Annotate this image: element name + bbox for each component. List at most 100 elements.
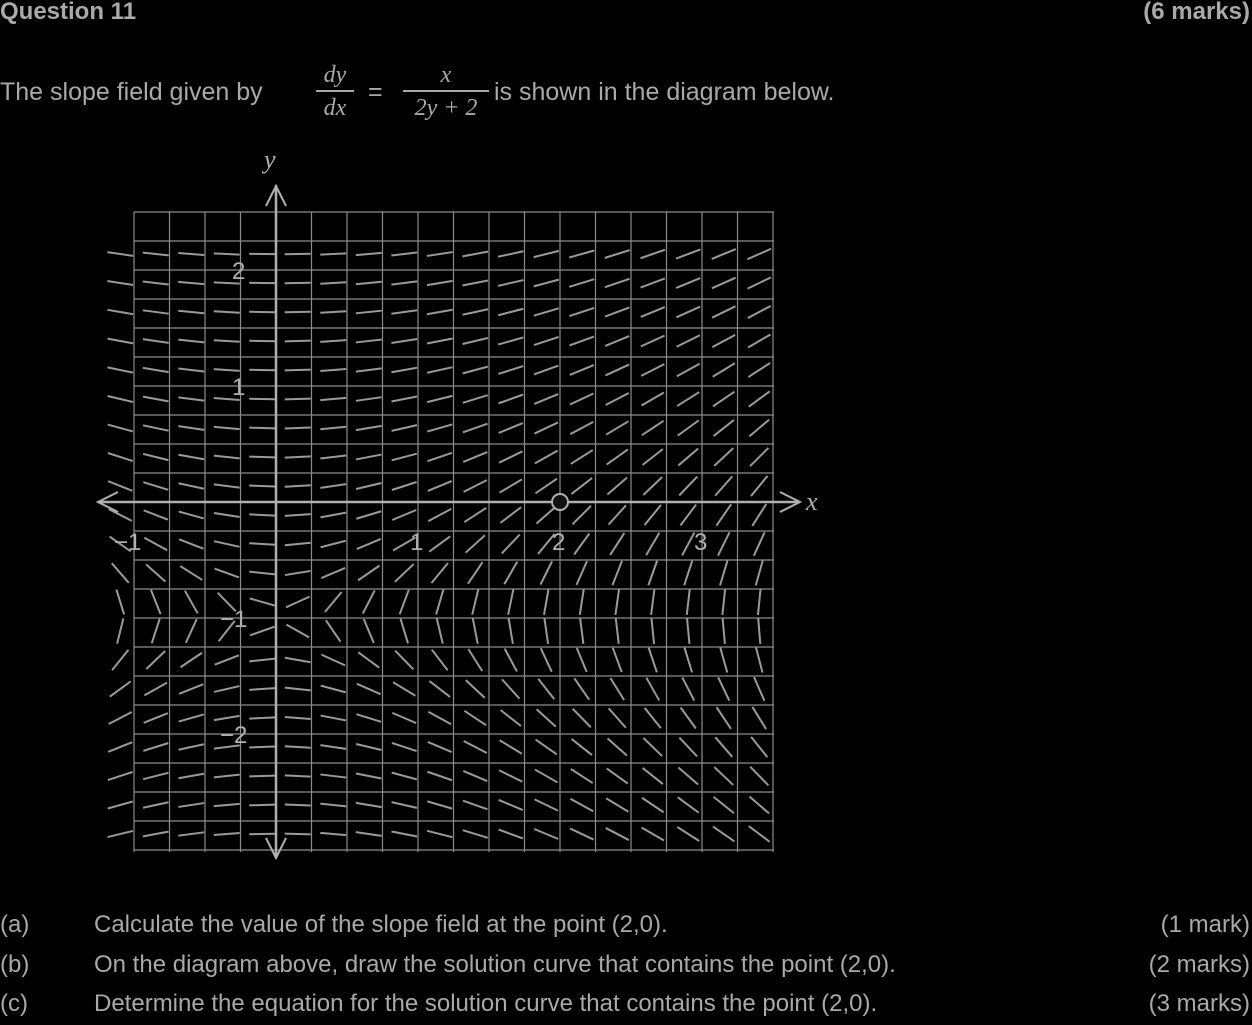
slope-segment [464, 534, 486, 554]
slope-segment [569, 278, 595, 288]
slope-segment [643, 707, 662, 729]
slope-segment [320, 511, 347, 519]
slope-segment [142, 251, 169, 257]
slope-segment [611, 647, 623, 673]
slope-segment [392, 681, 416, 697]
slope-segment [178, 425, 205, 431]
slope-segment [640, 391, 665, 407]
part-c: (c) Determine the equation for the solut… [0, 990, 1252, 1024]
slope-segment [355, 280, 382, 286]
slope-segment [391, 741, 417, 753]
x-tick-label: 1 [410, 529, 423, 556]
axes [95, 183, 803, 861]
slope-segment [391, 509, 417, 521]
slope-segment [569, 797, 594, 813]
slope-segment [471, 618, 479, 644]
slope-segment [249, 832, 276, 836]
slope-segment [284, 803, 311, 807]
slope-segment [284, 716, 311, 720]
slope-segment [534, 798, 559, 812]
slope-segment [675, 248, 701, 260]
axis-labels: −1 1 2 3 2 1 −1 −2 x y [114, 145, 818, 749]
slope-segment [249, 745, 276, 749]
slope-segment [391, 452, 418, 462]
slope-segment [757, 617, 762, 645]
slope-segment [285, 595, 311, 609]
slope-segment [249, 803, 276, 807]
slope-segment [714, 475, 734, 497]
intro-statement: The slope field given by dy dx = x 2y + … [0, 60, 1000, 130]
slope-segment [427, 710, 452, 726]
slope-segment [320, 566, 346, 580]
slope-segment [681, 532, 696, 556]
slope-segment [640, 363, 665, 377]
slope-segment [213, 310, 240, 314]
slope-segment [640, 248, 666, 260]
slope-segment [178, 396, 205, 402]
slope-segment [111, 649, 130, 671]
slope-segment [107, 829, 134, 839]
slope-segment [711, 333, 736, 349]
slope-segment [575, 560, 588, 586]
slope-segment [399, 618, 409, 644]
slope-segment [107, 423, 134, 433]
slope-segment [249, 716, 276, 720]
slope-segment [284, 484, 311, 488]
slope-segment [533, 249, 560, 259]
slope-segment [462, 365, 489, 375]
slope-segment [578, 589, 585, 615]
slope-segment [676, 362, 701, 378]
slope-segment [213, 832, 240, 836]
slope-segment [178, 482, 205, 490]
slope-segment [714, 736, 734, 758]
slope-segment [534, 421, 559, 435]
slope-segment [427, 480, 453, 492]
slope-segment [539, 647, 553, 673]
slope-segment [640, 306, 666, 318]
slope-segment [650, 617, 656, 645]
slope-segment [571, 505, 592, 525]
slope-segment [355, 831, 382, 837]
slope-segment [533, 307, 560, 317]
y-axis-arrow-bottom [265, 837, 287, 861]
slope-segment [501, 533, 521, 555]
slope-segment [711, 305, 736, 319]
slope-segment [107, 308, 134, 316]
slope-segment [747, 333, 771, 349]
slope-segment [320, 773, 347, 779]
part-a-marks: (1 mark) [1160, 911, 1250, 938]
slope-segment [320, 684, 347, 694]
slope-segment [686, 617, 691, 645]
slope-segment [643, 504, 662, 526]
slope-segment [355, 801, 382, 809]
slope-segment [427, 451, 453, 463]
intro-text-before: The slope field given by [0, 78, 263, 106]
slope-segment [748, 418, 770, 438]
slope-segment [284, 455, 311, 459]
slope-segment [357, 564, 381, 582]
slope-segment [213, 511, 240, 519]
slope-segment [675, 305, 701, 319]
slope-segment [683, 560, 694, 586]
slope-segment [179, 565, 203, 581]
slope-segment [213, 368, 240, 372]
slope-segment [498, 365, 524, 375]
slope-segment [640, 334, 666, 348]
slope-segment [145, 650, 166, 670]
x-axis-label: x [805, 487, 818, 516]
slope-segment [607, 707, 627, 729]
y-tick-label: 1 [232, 374, 245, 401]
slope-segment [676, 334, 701, 348]
slope-segment [535, 708, 557, 728]
slope-segment [150, 618, 161, 644]
slope-segment [143, 712, 169, 724]
slope-segment [355, 396, 382, 402]
slope-segment [213, 540, 240, 548]
slope-segment [675, 277, 701, 289]
slope-segment [213, 744, 240, 750]
slope-segment [285, 623, 310, 639]
slope-segment [249, 513, 276, 517]
x-tick-label: 3 [694, 529, 707, 556]
slope-segment [108, 508, 133, 522]
slope-segment [178, 831, 205, 837]
